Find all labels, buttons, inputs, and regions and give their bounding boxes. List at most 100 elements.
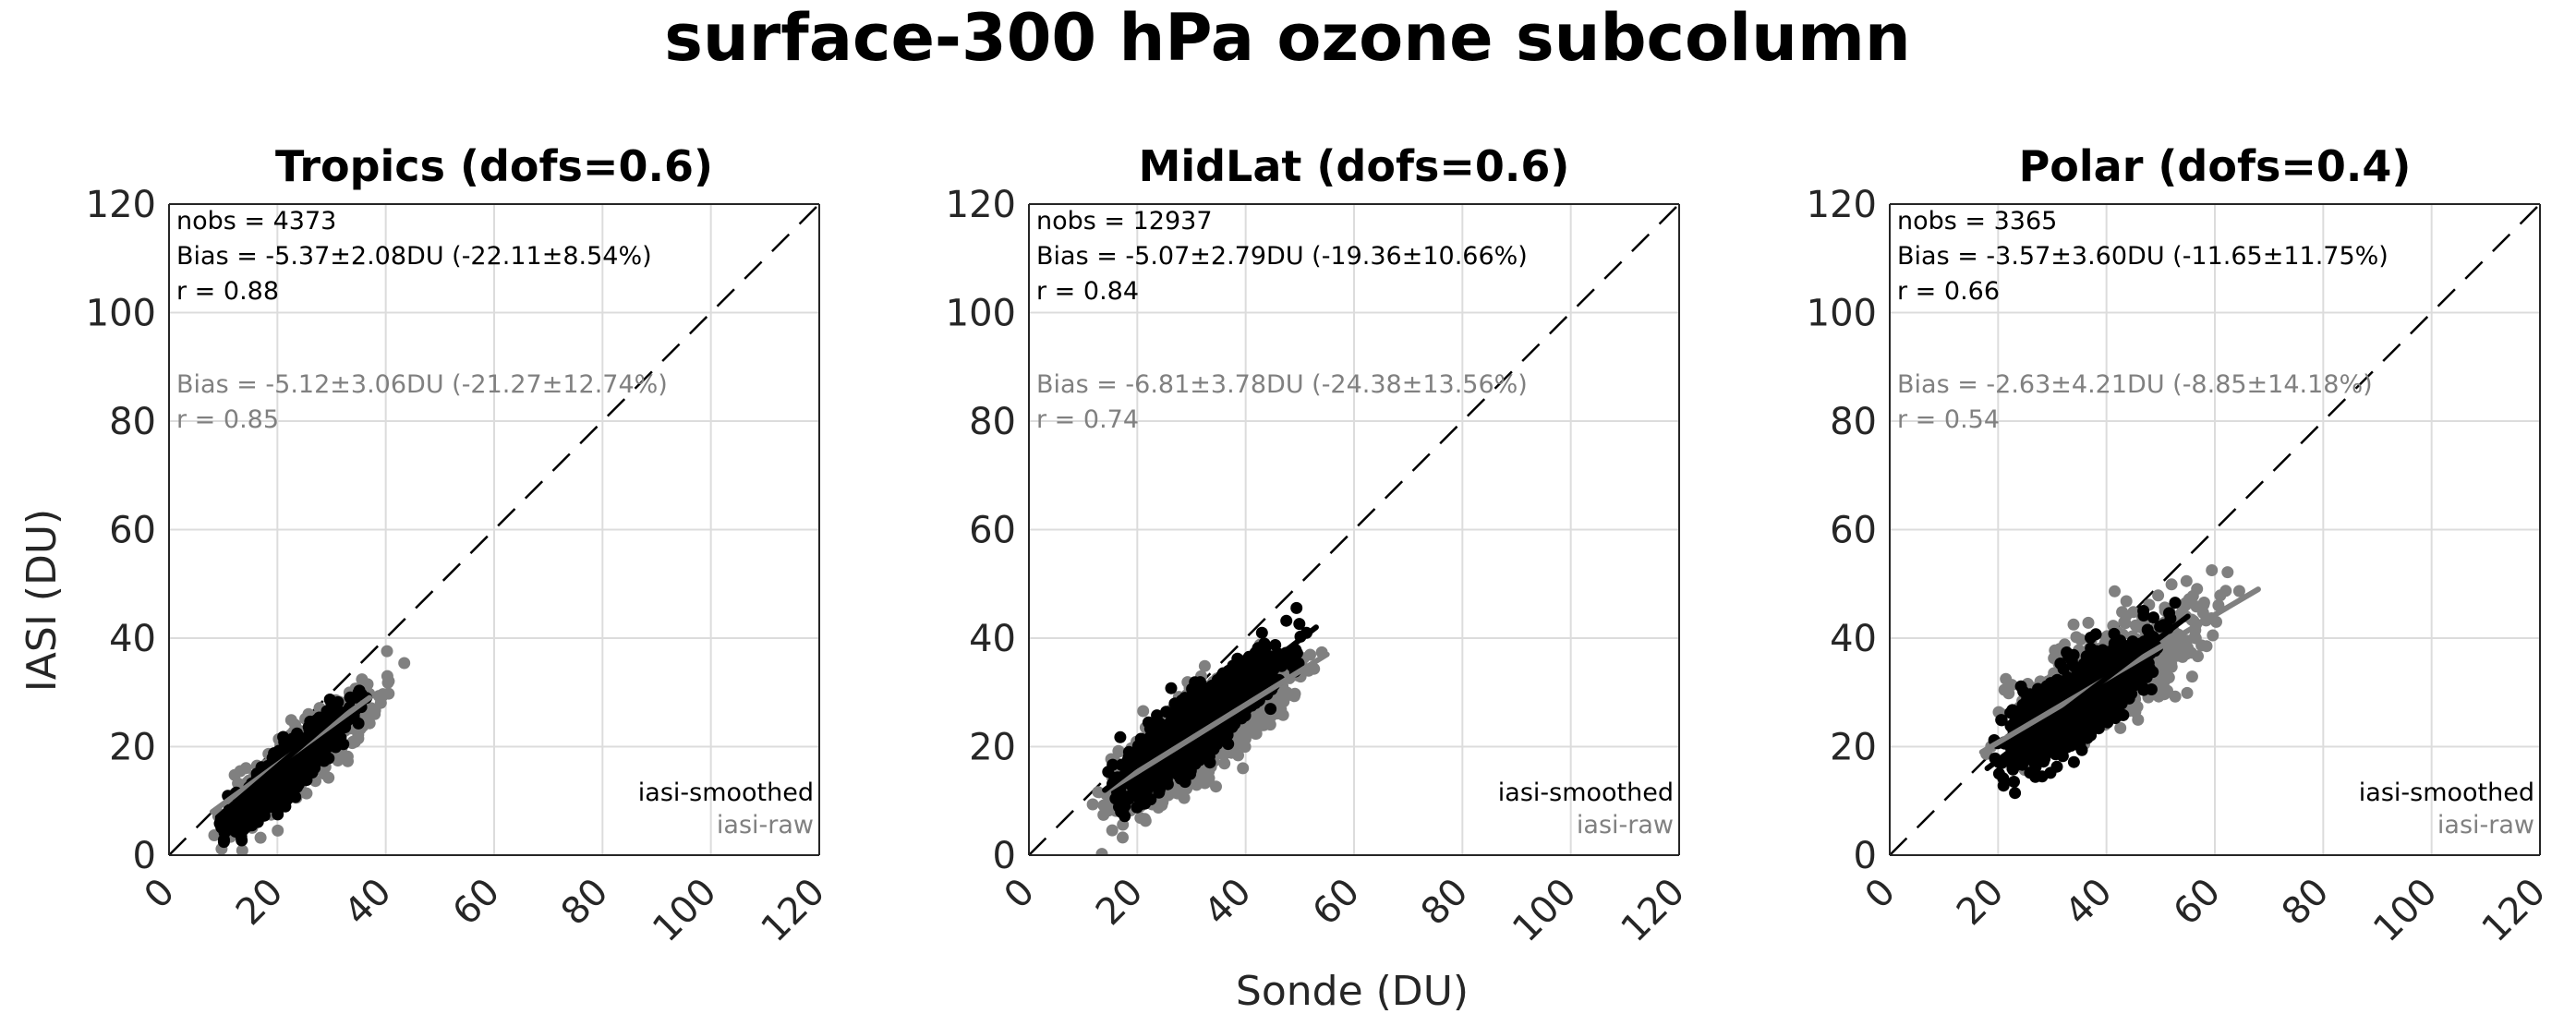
- data-point: [1097, 808, 1110, 821]
- data-point: [1184, 767, 1197, 780]
- data-point: [376, 690, 389, 703]
- data-point: [1156, 796, 1169, 808]
- data-point: [1290, 601, 1303, 614]
- data-point: [289, 791, 302, 803]
- data-point: [1220, 676, 1233, 689]
- y-tick-label: 0: [133, 835, 156, 877]
- data-point: [263, 784, 276, 797]
- data-point: [1273, 696, 1286, 709]
- data-point: [1280, 614, 1293, 627]
- stat-smoothed: nobs = 4373: [176, 207, 336, 235]
- data-point: [1153, 783, 1166, 796]
- stat-smoothed: Bias = -5.37±2.08DU (-22.11±8.54%): [176, 242, 652, 271]
- data-point: [1111, 786, 1124, 799]
- y-tick-label: 80: [109, 401, 156, 443]
- data-point: [1237, 762, 1250, 775]
- data-point: [1210, 780, 1222, 793]
- data-point: [1293, 618, 1306, 631]
- stat-smoothed: r = 0.88: [176, 277, 279, 306]
- data-point: [1160, 706, 1173, 718]
- data-point: [218, 827, 231, 839]
- data-point: [1258, 637, 1271, 650]
- legend-iasi-smoothed: iasi-smoothed: [1498, 779, 1674, 807]
- data-point: [2152, 589, 2165, 602]
- data-point: [1134, 812, 1147, 825]
- data-point: [1117, 797, 1130, 810]
- data-point: [2206, 564, 2219, 576]
- data-point: [232, 777, 245, 790]
- data-point: [2119, 617, 2132, 630]
- y-tick-label: 60: [969, 510, 1016, 552]
- data-point: [1222, 664, 1235, 677]
- x-tick-label: 100: [1505, 871, 1585, 951]
- data-point: [329, 741, 342, 754]
- data-point: [2180, 574, 2193, 587]
- data-point: [1193, 754, 1206, 766]
- data-point: [239, 762, 252, 775]
- data-point: [2067, 618, 2080, 631]
- data-point: [283, 766, 296, 779]
- x-tick-label: 0: [997, 871, 1044, 918]
- x-tick-label: 60: [445, 871, 509, 935]
- data-point: [236, 844, 248, 855]
- data-point: [2195, 639, 2208, 652]
- data-point: [1113, 745, 1126, 758]
- scatter-points: [208, 645, 411, 855]
- y-tick-label: 80: [969, 401, 1016, 443]
- y-tick-label: 20: [109, 727, 156, 769]
- data-point: [2191, 583, 2204, 596]
- x-tick-label: 60: [1305, 871, 1369, 935]
- data-point: [2214, 589, 2227, 602]
- data-point: [239, 801, 251, 814]
- y-tick-label: 120: [946, 184, 1016, 226]
- data-point: [1174, 772, 1187, 785]
- data-point: [1284, 688, 1297, 701]
- data-point: [2074, 634, 2087, 646]
- legend-iasi-smoothed: iasi-smoothed: [638, 779, 814, 807]
- stat-raw: Bias = -5.12±3.06DU (-21.27±12.74%): [176, 370, 668, 399]
- data-point: [2232, 585, 2245, 597]
- stat-raw: r = 0.74: [1036, 405, 1139, 434]
- data-point: [365, 702, 378, 715]
- data-point: [1143, 730, 1156, 743]
- data-point: [2109, 585, 2121, 597]
- data-point: [346, 735, 359, 748]
- y-tick-label: 0: [993, 835, 1016, 877]
- data-point: [1218, 757, 1231, 770]
- data-point: [1114, 730, 1127, 743]
- x-tick-label: 100: [645, 871, 725, 951]
- data-point: [1194, 676, 1206, 689]
- data-point: [1264, 703, 1277, 716]
- y-tick-label: 40: [969, 618, 1016, 660]
- data-point: [1203, 772, 1215, 785]
- stat-smoothed: nobs = 12937: [1036, 207, 1213, 235]
- data-point: [254, 831, 267, 844]
- data-point: [1121, 753, 1134, 766]
- data-point: [307, 750, 320, 763]
- data-point: [398, 657, 411, 670]
- data-point: [2005, 679, 2018, 692]
- data-point: [382, 675, 395, 688]
- data-point: [1137, 705, 1150, 718]
- y-tick-label: 20: [969, 727, 1016, 769]
- data-point: [1142, 716, 1155, 729]
- data-point: [300, 787, 313, 800]
- y-tick-label: 40: [109, 618, 156, 660]
- x-tick-label: 20: [1088, 871, 1152, 935]
- data-point: [1095, 848, 1108, 855]
- data-point: [2159, 686, 2171, 699]
- y-tick-label: 60: [109, 510, 156, 552]
- stat-smoothed: Bias = -5.07±2.79DU (-19.36±10.66%): [1036, 242, 1528, 271]
- data-point: [1217, 726, 1230, 739]
- fit-line-iasi-smoothed: [214, 689, 368, 820]
- data-point: [2132, 621, 2145, 634]
- stat-raw: r = 0.85: [176, 405, 279, 434]
- data-point: [2127, 606, 2140, 619]
- data-point: [2171, 642, 2183, 655]
- scatter-points: [1980, 564, 2245, 800]
- x-tick-label: 80: [1413, 871, 1477, 935]
- data-point: [1198, 659, 1211, 672]
- data-point: [318, 767, 330, 780]
- data-point: [1177, 751, 1190, 764]
